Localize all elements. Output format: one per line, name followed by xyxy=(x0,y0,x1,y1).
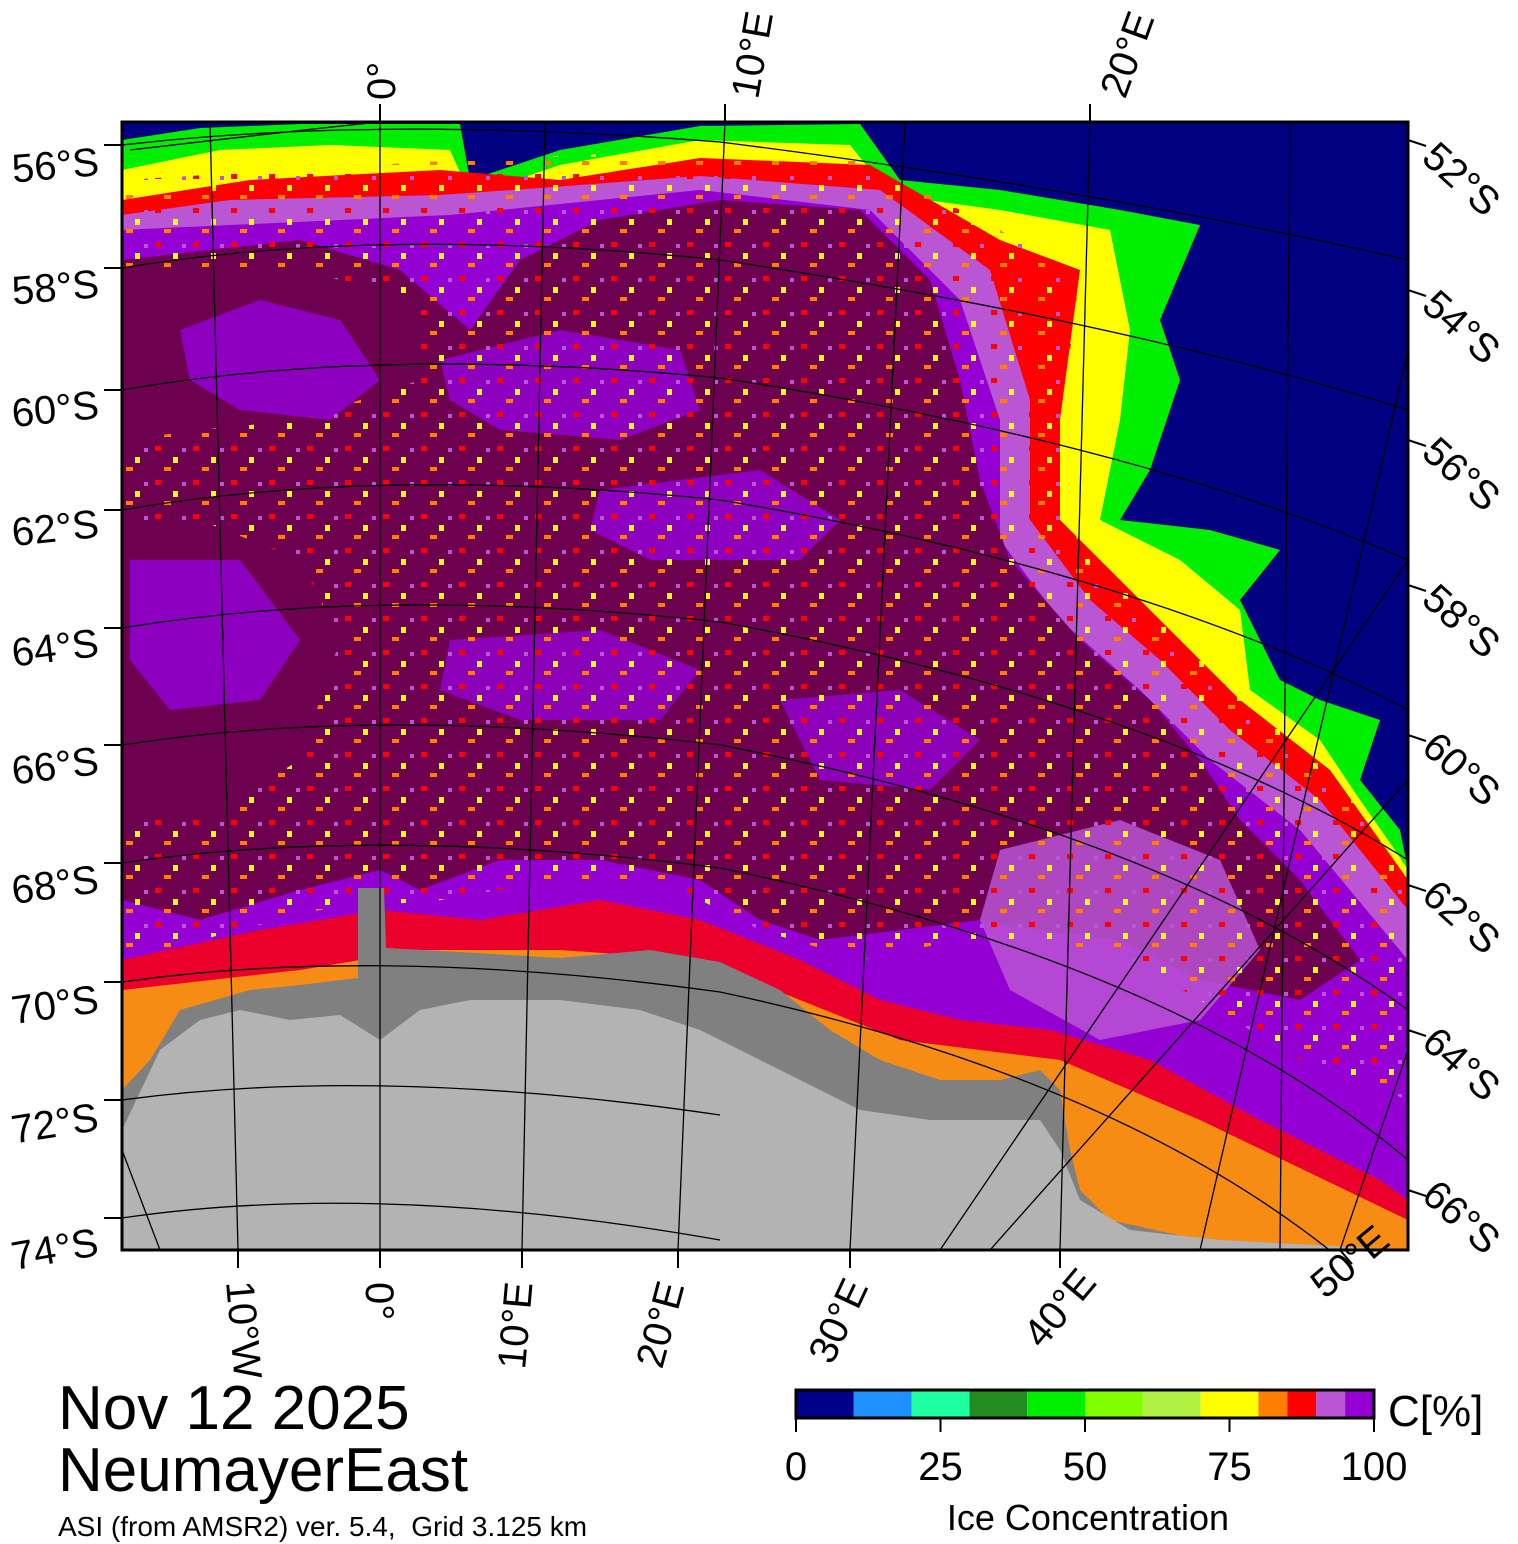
latitude-label: 62°S xyxy=(10,502,101,555)
ice-speckle-texture xyxy=(122,150,1408,1100)
latitude-labels-right: 52°S 54°S 56°S 58°S 60°S 62°S 64°S 66°S xyxy=(1414,134,1508,1263)
map-region: NeumayerEast xyxy=(58,1436,469,1505)
latitude-label: 64°S xyxy=(1414,1019,1508,1110)
latitude-label: 52°S xyxy=(1414,134,1508,225)
data-source: ASI (from AMSR2) ver. 5.4, Grid 3.125 km xyxy=(58,1511,588,1542)
colorbar-tick-label: 0 xyxy=(785,1445,807,1489)
colorbar-bin xyxy=(853,1390,912,1418)
latitude-label: 66°S xyxy=(1414,1172,1508,1263)
colorbar-bin xyxy=(911,1390,970,1418)
colorbar-label: Ice Concentration xyxy=(947,1497,1229,1538)
latitude-label: 58°S xyxy=(10,262,101,313)
longitude-label: 10°E xyxy=(490,1280,541,1371)
latitude-label: 56°S xyxy=(10,140,101,191)
antarctic-continent xyxy=(122,1000,1408,1250)
latitude-label: 66°S xyxy=(9,739,101,793)
longitude-label: 40°E xyxy=(1015,1261,1105,1356)
colorbar-bin xyxy=(796,1390,854,1418)
graticule-parallels xyxy=(122,128,1408,1250)
colorbar-bin xyxy=(1258,1390,1288,1418)
colorbar-bin xyxy=(1142,1390,1201,1418)
longitude-label: 20°E xyxy=(628,1277,693,1373)
latitude-labels-left: 56°S 58°S 60°S 62°S 64°S 66°S 68°S 70°S 72°S 74°S xyxy=(8,140,101,1279)
colorbar-unit: C[%] xyxy=(1388,1387,1483,1436)
longitude-label: 0° xyxy=(357,1282,401,1320)
colorbar-bin xyxy=(1085,1390,1143,1418)
longitude-label: 20°E xyxy=(1092,6,1163,103)
colorbar-tick-label: 100 xyxy=(1341,1445,1408,1489)
latitude-label: 60°S xyxy=(1414,724,1508,815)
latitude-label: 74°S xyxy=(8,1221,101,1279)
graticule-meridians xyxy=(122,122,1408,1250)
colorbar-bin xyxy=(1200,1390,1259,1418)
latitude-label: 62°S xyxy=(1414,872,1508,963)
map-date: Nov 12 2025 xyxy=(58,1374,410,1443)
latitude-label: 72°S xyxy=(8,1095,101,1152)
colorbar-bin xyxy=(1345,1390,1374,1418)
colorbar-bin xyxy=(969,1390,1028,1418)
colorbar-bin xyxy=(1287,1390,1317,1418)
latitude-label: 56°S xyxy=(1414,429,1508,520)
latitude-label: 68°S xyxy=(9,857,101,913)
longitude-labels-top: 0° 10°E 20°E xyxy=(360,6,1163,103)
latitude-label: 60°S xyxy=(10,383,101,436)
purple-patch xyxy=(130,560,300,710)
colorbar-tick-label: 25 xyxy=(918,1445,963,1489)
latitude-label: 64°S xyxy=(9,621,101,675)
latitude-label: 70°S xyxy=(9,977,101,1033)
latitude-label: 58°S xyxy=(1414,576,1508,667)
map-frame xyxy=(120,120,1410,1252)
tick-marks xyxy=(104,104,1427,1268)
colorbar: 0 25 50 75 100 C[%] Ice Concentration xyxy=(785,1387,1483,1538)
colorbar-tick-label: 75 xyxy=(1207,1445,1252,1489)
purple-patch xyxy=(180,300,380,420)
colorbar-tick-label: 50 xyxy=(1063,1445,1108,1489)
colorbar-bin xyxy=(1027,1390,1085,1418)
colorbar-bin xyxy=(1316,1390,1346,1418)
longitude-label: 30°E xyxy=(800,1272,877,1370)
longitude-label: 0° xyxy=(360,62,404,100)
latitude-label: 54°S xyxy=(1414,282,1508,373)
longitude-label: 10°E xyxy=(724,8,782,101)
longitude-label: 10°W xyxy=(217,1279,269,1381)
